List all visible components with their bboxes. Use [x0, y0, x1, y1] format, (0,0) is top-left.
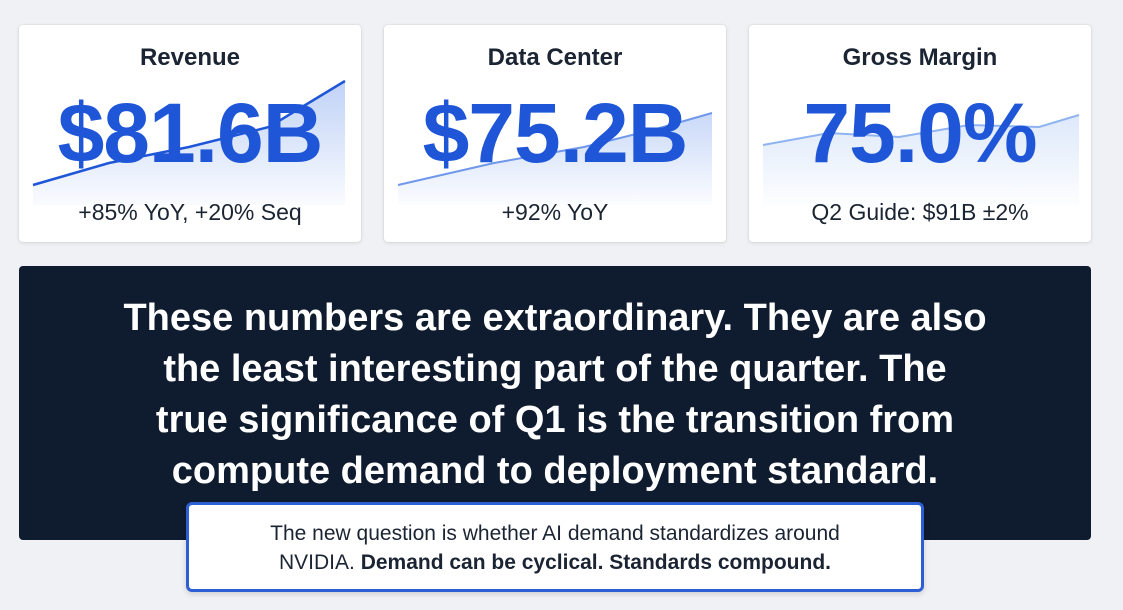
callout-text: NVIDIA.	[279, 551, 361, 574]
sparkline-line	[397, 112, 713, 186]
card-title: Revenue	[139, 44, 241, 71]
sparkline-line	[32, 79, 346, 187]
gross-margin-trend-sparkline	[762, 114, 1080, 205]
card-title: Data Center	[487, 44, 623, 71]
callout-emphasis: Demand can be cyclical. Standards compou…	[360, 551, 831, 574]
callout-line: NVIDIA. Demand can be cyclical. Standard…	[189, 548, 921, 577]
callout-line: The new question is whether AI demand st…	[270, 522, 840, 545]
card-value: $81.6B	[57, 86, 324, 180]
card-value: 75.0%	[803, 86, 1037, 180]
thesis-line: the least interesting part of the quarte…	[163, 348, 947, 390]
revenue-card: Revenue $81.6B +85% YoY, +20% Seq	[19, 25, 361, 242]
gross-margin-card: Gross Margin 75.0% Q2 Guide: $91B ±2%	[749, 25, 1091, 242]
thesis-banner: These numbers are extraordinary. They ar…	[19, 266, 1091, 540]
thesis-line: true significance of Q1 is the transitio…	[155, 399, 955, 441]
sparkline-area	[33, 81, 345, 205]
data-center-card: Data Center $75.2B +92% YoY	[384, 25, 726, 242]
revenue-trend-sparkline	[32, 79, 346, 205]
data-center-trend-sparkline	[397, 112, 713, 205]
thesis-line: These numbers are extraordinary. They ar…	[123, 297, 987, 339]
card-value: $75.2B	[422, 86, 689, 180]
thesis-text: These numbers are extraordinary. They ar…	[39, 293, 1071, 497]
card-title: Gross Margin	[842, 44, 998, 71]
thesis-line: compute demand to deployment standard.	[171, 450, 939, 492]
sparkline-area	[763, 115, 1079, 205]
key-question-callout: The new question is whether AI demand st…	[186, 502, 924, 592]
card-subtitle: +85% YoY, +20% Seq	[78, 199, 302, 225]
sparkline-area	[398, 113, 712, 205]
card-subtitle: +92% YoY	[501, 199, 609, 225]
sparkline-line	[762, 114, 1080, 146]
card-subtitle: Q2 Guide: $91B ±2%	[811, 199, 1029, 225]
